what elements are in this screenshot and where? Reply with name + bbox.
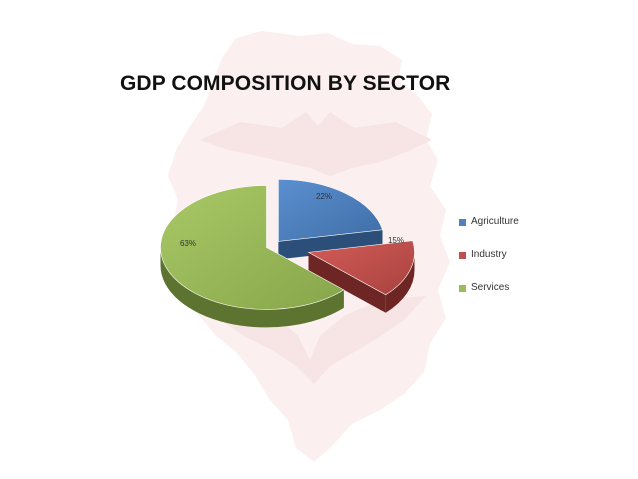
data-label-agriculture: 22% xyxy=(316,192,332,201)
legend-label-industry: Industry xyxy=(471,249,507,260)
legend-label-agriculture: Agriculture xyxy=(471,216,519,227)
data-label-industry: 15% xyxy=(388,236,404,245)
pie-side-industry xyxy=(385,252,415,313)
legend-swatch-agriculture xyxy=(459,219,466,226)
pie-slice-services xyxy=(160,185,345,310)
pie-side-services xyxy=(160,247,344,328)
legend-label-services: Services xyxy=(471,282,510,293)
data-label-services: 63% xyxy=(180,239,196,248)
legend-swatch-industry xyxy=(459,252,466,259)
eagle-shape-upper xyxy=(200,112,432,176)
pie-cut-industry-1 xyxy=(308,252,386,313)
chart-title: GDP COMPOSITION BY SECTOR xyxy=(120,72,451,95)
pie-slice-industry xyxy=(307,240,415,296)
legend-swatch-services xyxy=(459,285,466,292)
pie-slice-agriculture xyxy=(278,179,383,242)
pie-cut-agriculture-1 xyxy=(278,229,383,260)
pie-chart: 22% 15% 63% xyxy=(160,179,415,328)
